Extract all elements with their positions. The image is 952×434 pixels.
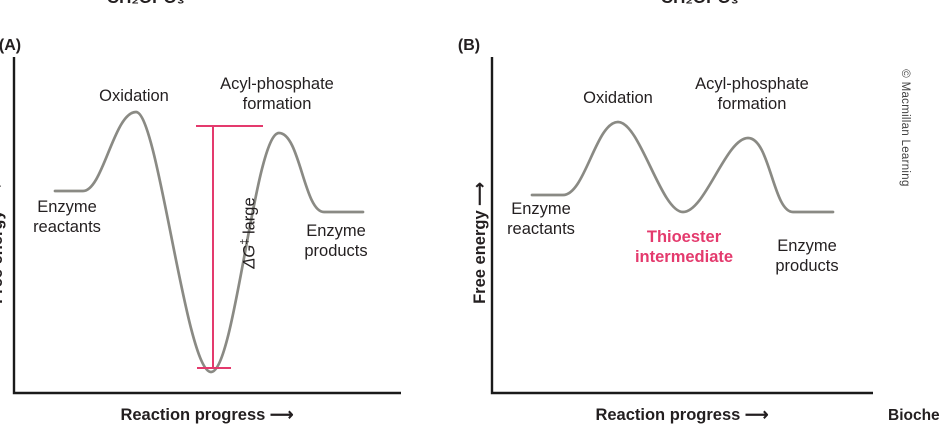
thioester-intermediate-label: Thioester intermediate xyxy=(634,228,734,267)
panel-b-enzyme-products-label: Enzyme products xyxy=(775,237,839,276)
panel-a-enzyme-products-label: Enzyme products xyxy=(304,222,368,261)
panel-a-acyl-phosphate-label: Acyl-phosphate formation xyxy=(220,75,334,114)
axes-panel-b xyxy=(490,57,873,395)
double-dagger-symbol: ‡ xyxy=(239,238,252,245)
energy-curve-a xyxy=(53,110,365,374)
delta-g-symbol: ΔG xyxy=(240,244,259,269)
panel-b-acyl-phosphate-label: Acyl-phosphate formation xyxy=(695,75,809,114)
axes-panel-a xyxy=(12,57,401,395)
delta-g-word: large xyxy=(240,197,259,239)
delta-g-annotation: ΔG‡ large xyxy=(219,163,259,303)
publisher-credit: © Macmillan Learning xyxy=(899,69,911,187)
energy-curve-b xyxy=(530,120,835,214)
panel-b-letter: (B) xyxy=(457,37,481,54)
panel-b-oxidation-label: Oxidation xyxy=(583,89,653,107)
panel-a-y-axis-label: Free energy ⟶ xyxy=(0,182,6,304)
panel-b-y-axis-label: Free energy ⟶ xyxy=(471,182,489,304)
panel-a-letter: (A) xyxy=(0,37,22,54)
formula-left: CH₂OPO₃²⁻ xyxy=(88,0,218,9)
panel-a-oxidation-label: Oxidation xyxy=(99,87,169,105)
panel-a-enzyme-reactants-label: Enzyme reactants xyxy=(33,198,101,237)
panel-a-x-axis-label: Reaction progress ⟶ xyxy=(120,406,294,424)
panel-b-x-axis-label: Reaction progress ⟶ xyxy=(595,406,769,424)
caption-fragment: Bioche xyxy=(888,407,940,424)
panel-b-enzyme-reactants-label: Enzyme reactants xyxy=(507,200,575,239)
formula-right: CH₂OPO₃²⁻ xyxy=(642,0,772,9)
